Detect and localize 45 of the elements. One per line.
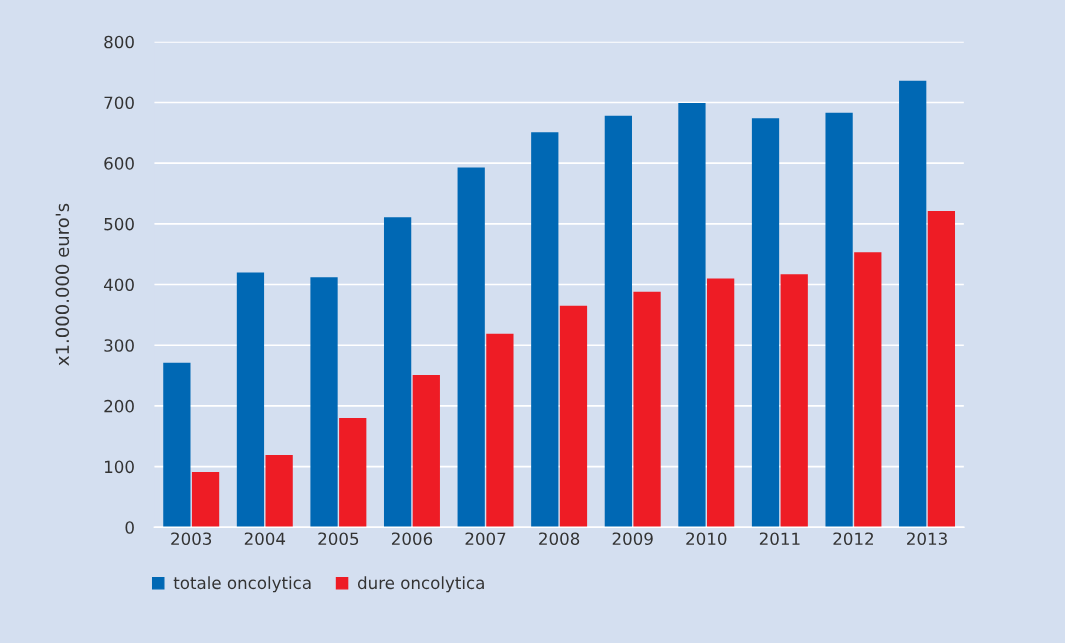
y-tick-label: 100: [105, 460, 134, 474]
y-tick-label: 0: [125, 521, 134, 534]
bar: [236, 272, 265, 528]
bar: [707, 278, 735, 528]
x-tick-label: 2012: [833, 532, 873, 546]
legend-label: dure oncolytica: [357, 576, 484, 593]
bar: [751, 118, 780, 528]
y-tick-label: 200: [104, 399, 134, 413]
x-tick-label: 2008: [539, 532, 580, 546]
bar: [339, 418, 367, 528]
bar: [486, 333, 514, 528]
y-tick-label: 600: [104, 157, 134, 170]
legend-label: totale oncolytica: [173, 576, 311, 593]
x-tick-label: 2013: [907, 532, 947, 546]
bar: [927, 211, 956, 528]
bar: [310, 277, 338, 528]
bar: [457, 167, 485, 528]
x-tick-label: 2009: [612, 532, 653, 546]
bar: [780, 274, 808, 528]
bar: [265, 455, 293, 528]
bar: [678, 103, 706, 528]
bar: [163, 362, 191, 528]
bar: [899, 80, 927, 528]
x-tick-label: 2005: [318, 532, 359, 546]
y-tick-label: 500: [104, 217, 134, 231]
bar: [191, 472, 220, 528]
y-tick-label: 300: [104, 339, 134, 352]
x-tick-label: 2011: [759, 532, 800, 546]
y-tick-label: 800: [104, 35, 134, 49]
x-tick-label: 2007: [465, 532, 506, 546]
bar: [559, 305, 588, 528]
y-tick-label: 400: [103, 278, 134, 292]
x-tick-label: 2006: [391, 532, 433, 546]
bar: [531, 132, 559, 528]
y-tick-label: 700: [104, 96, 134, 110]
bar: [412, 374, 440, 528]
bar: [633, 291, 661, 528]
bar: [825, 112, 853, 528]
x-tick-label: 2004: [244, 532, 286, 546]
bar: [604, 115, 632, 528]
x-tick-label: 2010: [686, 532, 727, 546]
bar: [383, 217, 412, 528]
y-axis-title: x1.000.000 euro's: [55, 203, 70, 366]
x-tick-label: 2003: [171, 532, 212, 546]
bar: [854, 252, 882, 528]
